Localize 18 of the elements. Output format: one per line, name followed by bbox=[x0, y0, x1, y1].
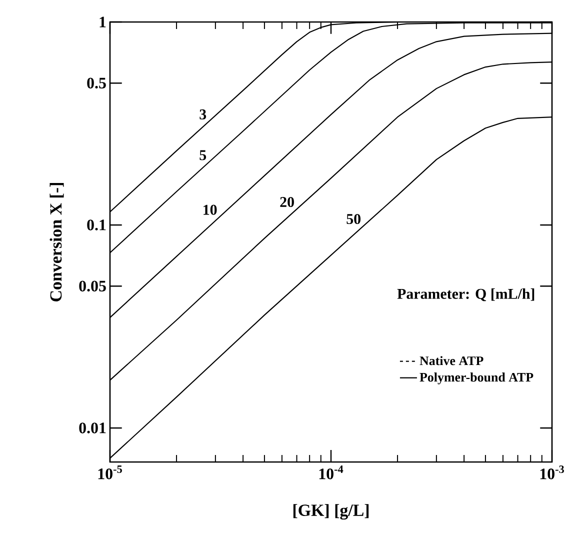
legend-label: Polymer-bound ATP bbox=[420, 372, 534, 384]
series-label: 10 bbox=[204, 204, 217, 215]
x-axis-title: [GK] [g/L] bbox=[293, 504, 369, 520]
x-tick-label: 10$^{-5}$ bbox=[98, 466, 122, 480]
y-tick-label: 1 bbox=[100, 16, 106, 28]
x-tick-label: 10$^{-3}$ bbox=[540, 466, 564, 480]
series-label: 50 bbox=[346, 214, 361, 224]
series-label: 20 bbox=[280, 196, 294, 208]
y-tick-label: 0.1 bbox=[87, 220, 106, 230]
y-tick-label: 0.5 bbox=[87, 78, 106, 89]
series-label: 5 bbox=[200, 150, 206, 160]
y-axis-title: Conversion X [-] bbox=[50, 183, 64, 302]
y-tick-label: 0.05 bbox=[79, 280, 106, 292]
legend-label: Native ATP bbox=[420, 356, 484, 366]
annotation: Parameter: Q [mL/h] bbox=[397, 288, 534, 302]
series-label: 3 bbox=[200, 109, 206, 120]
y-tick-label: 0.01 bbox=[79, 422, 106, 434]
x-tick-label: 10$^{-4}$ bbox=[319, 466, 344, 480]
